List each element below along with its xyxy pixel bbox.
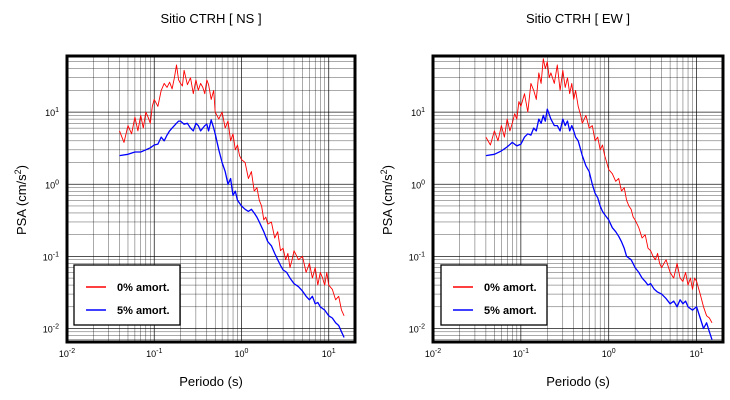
series-layer: [485, 58, 713, 340]
y-axis-label-superscript: 2: [13, 169, 23, 174]
legend-entry-0: 0% amort.: [117, 282, 170, 294]
x-tick-label: 100: [602, 348, 616, 359]
legend-entry-1: 5% amort.: [484, 305, 537, 317]
y-axis-label-text: PSA (cm/s: [380, 174, 395, 235]
y-tick-label: 101: [45, 107, 59, 118]
x-axis-label: Periodo (s): [179, 374, 243, 389]
legend-entry-1: 5% amort.: [117, 305, 170, 317]
legend-entry-0: 0% amort.: [484, 282, 537, 294]
plot-frame: [65, 54, 357, 344]
y-axis-label-superscript: 2: [379, 169, 389, 174]
series-line-0: [485, 58, 713, 324]
chart-panel-ew: Sitio CTRH [ EW ] 10-2 10-1 100 101 10-2 10-1…: [379, 11, 725, 389]
chart-title: Sitio CTRH [ EW ]: [526, 11, 630, 26]
y-tick-label: 10-1: [409, 251, 425, 262]
y-tick-label: 10-1: [43, 251, 59, 262]
y-axis-label: PSA (cm/s2): [13, 165, 29, 235]
x-tick-label: 101: [690, 348, 704, 359]
series-line-1: [119, 119, 345, 338]
legend: 0% amort. 5% amort.: [73, 264, 181, 326]
series-layer: [119, 64, 345, 338]
y-tick-label: 101: [411, 107, 425, 118]
chart-title: Sitio CTRH [ NS ]: [160, 11, 261, 26]
y-axis-label-close: ): [380, 165, 395, 169]
x-tick-label: 100: [235, 348, 249, 359]
y-axis-label: PSA (cm/s2): [379, 165, 395, 235]
plot-border: [431, 54, 725, 344]
series-line-1: [485, 108, 713, 340]
y-axis-label-text: PSA (cm/s: [14, 174, 29, 235]
y-tick-label: 10-2: [409, 324, 425, 335]
legend-box: [440, 264, 548, 326]
y-tick-label: 10-2: [43, 324, 59, 335]
series-line-0: [119, 64, 345, 316]
x-tick-label: 10-2: [425, 348, 441, 359]
tick-labels: 10-2 10-1 100 101 10-2 10-1 100 101: [43, 107, 336, 359]
plot-border: [65, 54, 357, 344]
x-axis-label: Periodo (s): [546, 374, 610, 389]
x-tick-label: 101: [322, 348, 336, 359]
plot-frame: [431, 54, 725, 344]
tick-labels: 10-2 10-1 100 101 10-2 10-1 100 101: [409, 107, 704, 359]
y-tick-label: 100: [411, 179, 425, 190]
x-tick-label: 10-1: [513, 348, 529, 359]
y-axis-label-close: ): [14, 165, 29, 169]
x-tick-label: 10-2: [59, 348, 75, 359]
legend-box: [73, 264, 181, 326]
y-tick-label: 100: [45, 179, 59, 190]
grid: [433, 56, 723, 342]
x-tick-label: 10-1: [146, 348, 162, 359]
chart-panel-ns: Sitio CTRH [ NS ] 10-2 10-1 100 101 10-2 10-1…: [13, 11, 357, 389]
legend: 0% amort. 5% amort.: [440, 264, 548, 326]
